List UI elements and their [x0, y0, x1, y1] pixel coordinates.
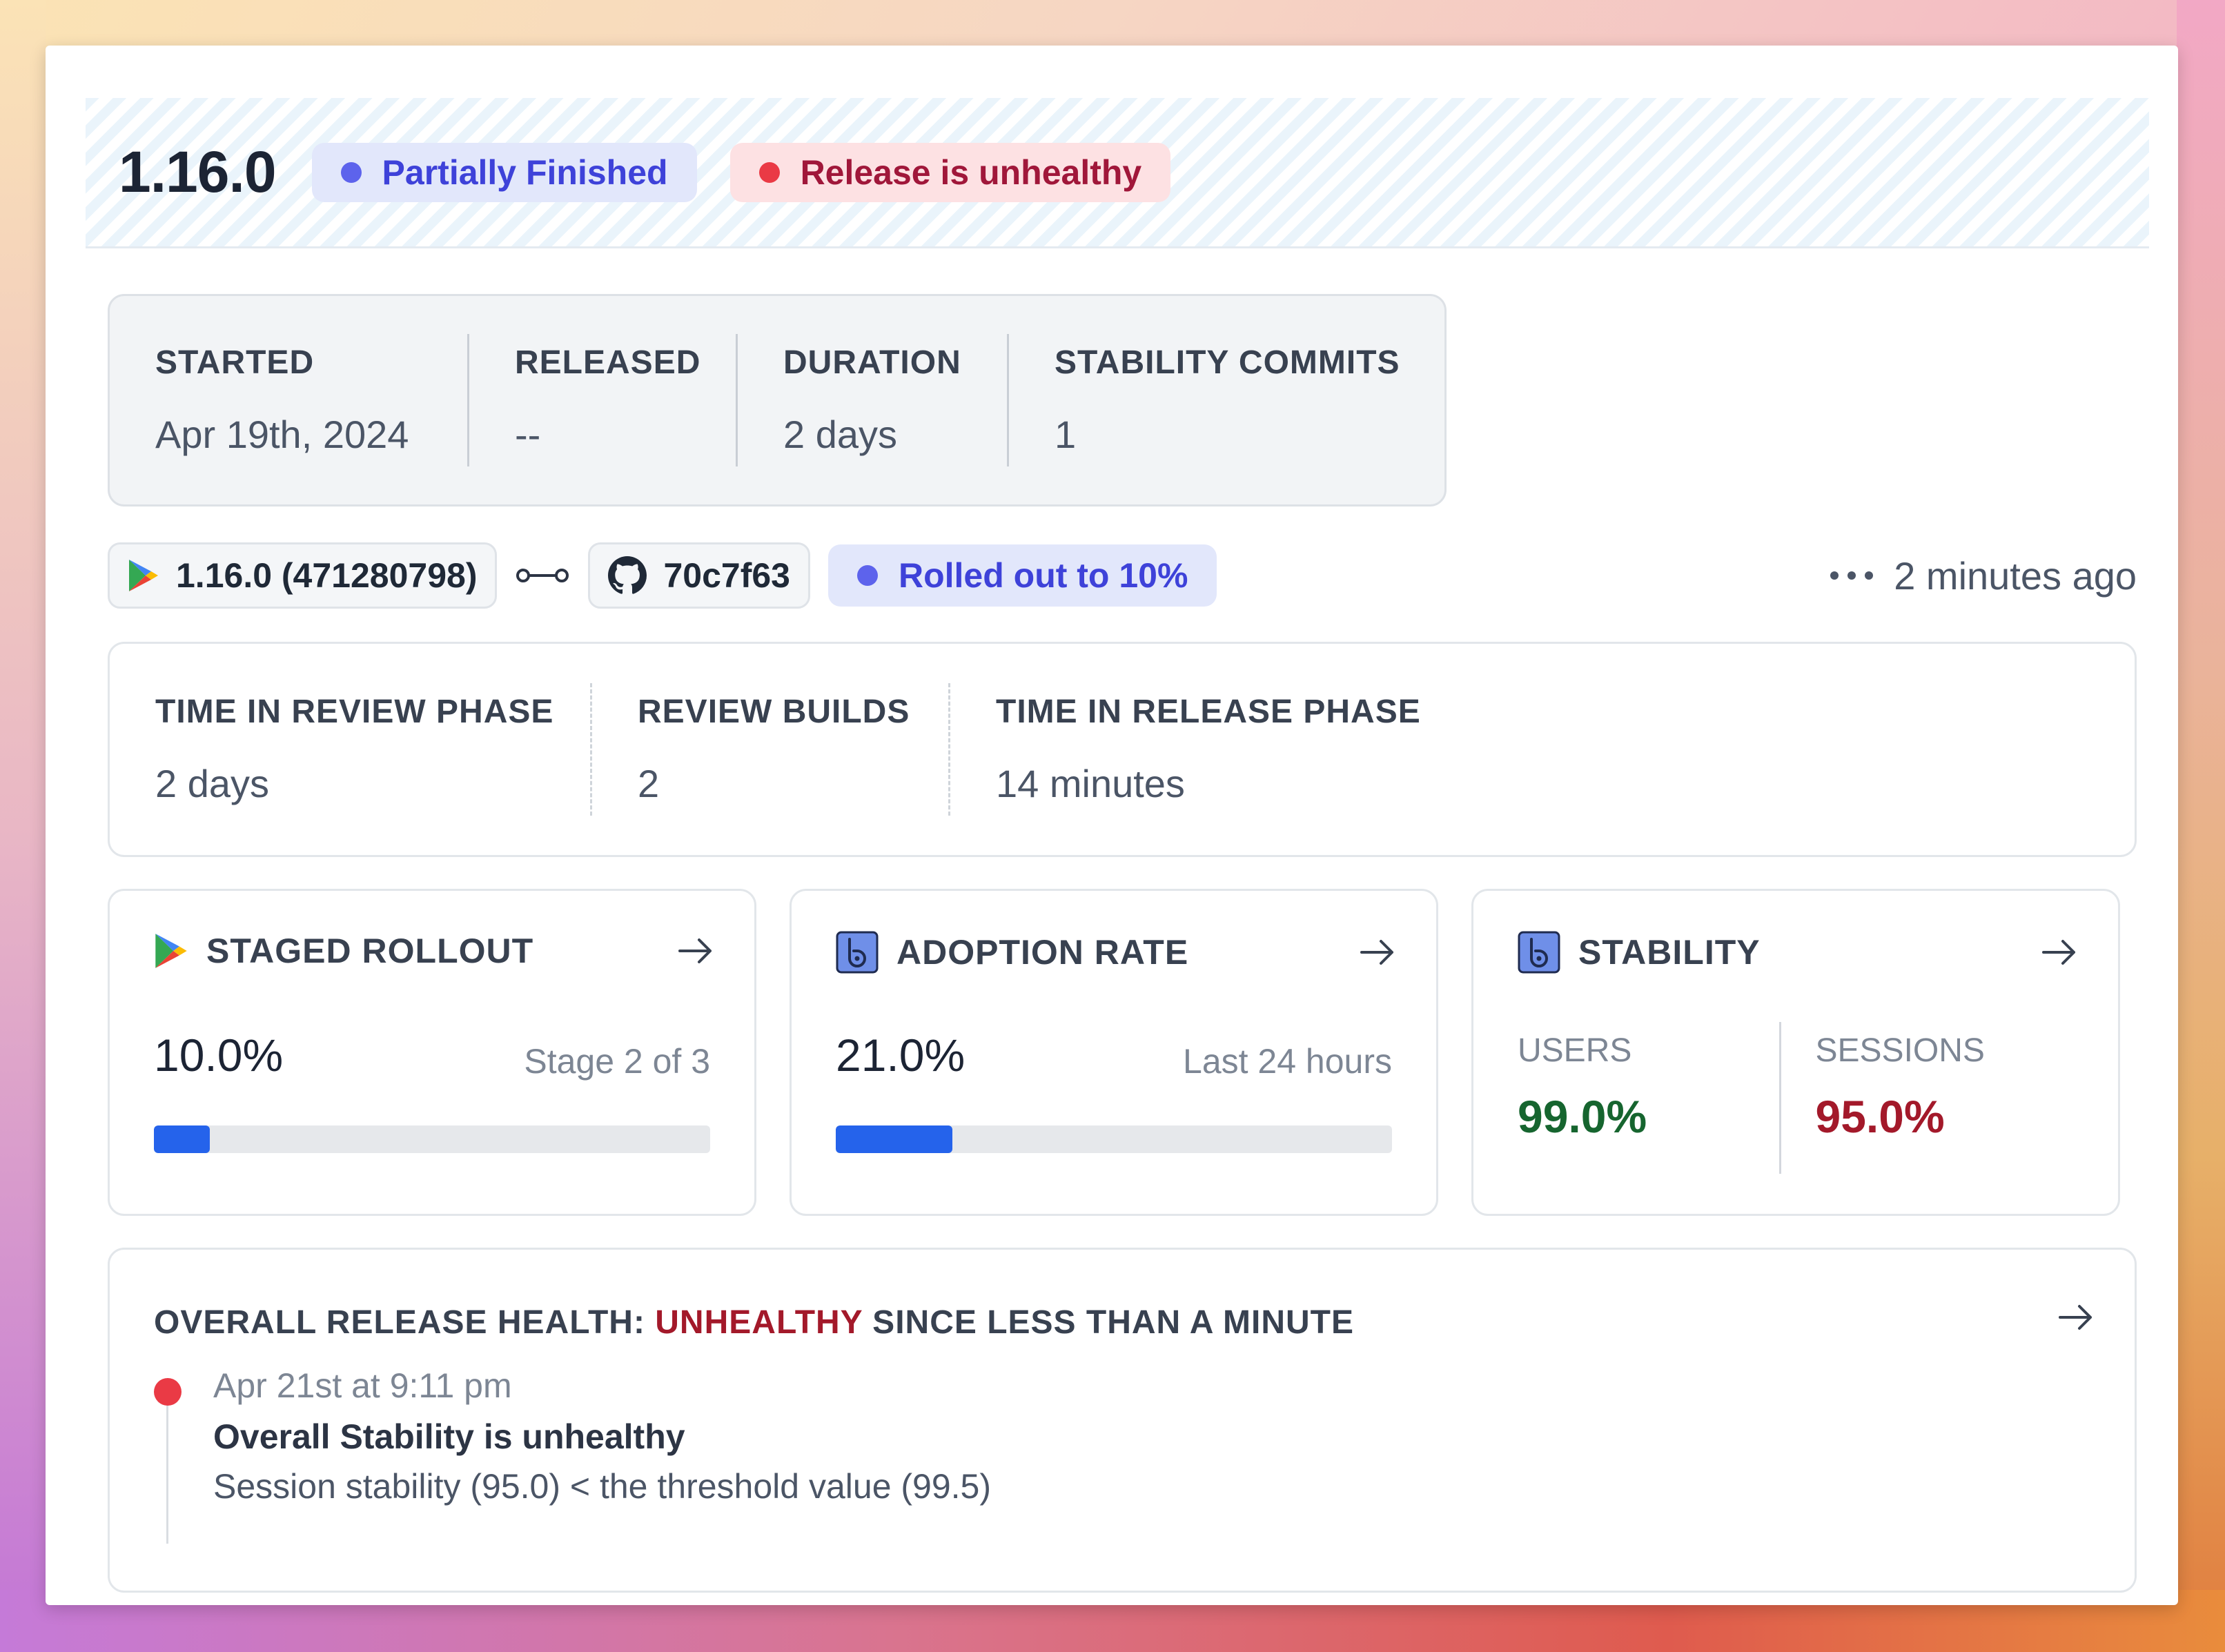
- event-detail: Session stability (95.0) < the threshold…: [213, 1467, 992, 1506]
- divider: [1778, 1022, 1781, 1174]
- arrow-right-icon[interactable]: [2059, 1304, 2093, 1331]
- health-badge: Release is unhealthy: [729, 142, 1171, 202]
- rollout-progress-fill: [154, 1125, 210, 1153]
- rollout-percentage: 10.0%: [154, 1030, 284, 1081]
- card-title: STABILITY: [1578, 933, 1761, 972]
- release-card: 1.16.0 Partially Finished Release is unh…: [46, 46, 2178, 1605]
- phase-value: 14 minutes: [996, 762, 1185, 805]
- divider: [590, 683, 592, 816]
- event-time: Apr 21st at 9:11 pm: [213, 1366, 512, 1405]
- release-header: 1.16.0 Partially Finished Release is unh…: [86, 98, 2149, 248]
- phase-review-time: TIME IN REVIEW PHASE 2 days: [155, 683, 590, 816]
- phase-label: TIME IN REVIEW PHASE: [155, 694, 554, 730]
- health-badge-label: Release is unhealthy: [800, 153, 1142, 192]
- divider: [736, 334, 738, 466]
- stability-users: USERS 99.0%: [1518, 1022, 1779, 1174]
- card-title: ADOPTION RATE: [896, 933, 1189, 972]
- health-title-status: UNHEALTHY: [655, 1304, 863, 1341]
- release-stats: STARTED Apr 19th, 2024 RELEASED -- DURAT…: [108, 294, 1447, 507]
- arrow-right-icon[interactable]: [1360, 938, 1395, 966]
- more-icon[interactable]: [1829, 570, 1874, 581]
- play-store-build-chip[interactable]: 1.16.0 (471280798): [108, 542, 498, 609]
- build-row: 1.16.0 (471280798) 70c7f63 Rolled out to…: [108, 542, 2137, 609]
- rollout-progress-bar: [154, 1125, 710, 1153]
- timeline-line: [166, 1388, 168, 1544]
- stat-value: Apr 19th, 2024: [155, 413, 409, 456]
- phase-value: 2: [638, 762, 660, 805]
- phase-value: 2 days: [155, 762, 269, 805]
- adoption-progress-fill: [836, 1125, 953, 1153]
- rollout-badge-label: Rolled out to 10%: [898, 556, 1188, 595]
- background-left: [0, 0, 46, 1652]
- stability-sessions-label: SESSIONS: [1815, 1032, 1985, 1069]
- play-store-icon: [155, 934, 187, 968]
- bugsnag-icon: [836, 931, 879, 974]
- timeline-dot-icon: [154, 1378, 182, 1406]
- adoption-progress-bar: [836, 1125, 1392, 1153]
- play-store-icon: [129, 560, 158, 591]
- card-title: STAGED ROLLOUT: [206, 932, 534, 970]
- release-health-panel[interactable]: OVERALL RELEASE HEALTH: UNHEALTHY SINCE …: [108, 1248, 2137, 1593]
- stability-users-value: 99.0%: [1518, 1091, 1647, 1142]
- health-title-prefix: OVERALL RELEASE HEALTH:: [154, 1304, 645, 1341]
- github-icon: [608, 556, 647, 594]
- adoption-rate-card[interactable]: ADOPTION RATE 21.0% Last 24 hours: [790, 889, 1438, 1216]
- divider: [948, 683, 950, 816]
- stability-sessions-value: 95.0%: [1815, 1091, 1945, 1142]
- stability-metrics: USERS 99.0% SESSIONS 95.0%: [1518, 1022, 2077, 1174]
- health-title-suffix: SINCE LESS THAN A MINUTE: [872, 1304, 1354, 1341]
- rollout-dot-icon: [856, 565, 878, 586]
- stat-value: 2 days: [783, 413, 897, 456]
- phase-release-time: TIME IN RELEASE PHASE 14 minutes: [950, 683, 1421, 816]
- card-header: STABILITY: [1518, 931, 2077, 974]
- card-header: ADOPTION RATE: [836, 931, 1395, 974]
- bugsnag-icon: [1518, 931, 1560, 974]
- phase-label: TIME IN RELEASE PHASE: [996, 694, 1421, 730]
- background-right: [2177, 0, 2225, 1652]
- commit-chip[interactable]: 70c7f63: [588, 542, 810, 609]
- stat-released: RELEASED --: [469, 334, 736, 466]
- phase-label: REVIEW BUILDS: [638, 694, 910, 730]
- stat-label: STARTED: [155, 344, 315, 381]
- adoption-percentage: 21.0%: [836, 1030, 966, 1081]
- stat-duration: DURATION 2 days: [738, 334, 1007, 466]
- rollout-badge: Rolled out to 10%: [827, 544, 1217, 607]
- last-updated: 2 minutes ago: [1829, 553, 2137, 598]
- stability-card[interactable]: STABILITY USERS 99.0% SESSIONS 95.0%: [1471, 889, 2120, 1216]
- stat-label: RELEASED: [515, 344, 701, 381]
- stat-value: --: [515, 413, 541, 456]
- adoption-window: Last 24 hours: [1183, 1042, 1392, 1081]
- arrow-right-icon[interactable]: [678, 937, 713, 965]
- link-icon: [516, 569, 569, 582]
- arrow-right-icon[interactable]: [2042, 938, 2077, 966]
- stat-label: DURATION: [783, 344, 961, 381]
- divider: [1007, 334, 1009, 466]
- stat-stability-commits: STABILITY COMMITS 1: [1009, 334, 1400, 466]
- health-dot-icon: [758, 161, 780, 183]
- stability-users-label: USERS: [1518, 1032, 1632, 1069]
- rollout-stage: Stage 2 of 3: [524, 1042, 710, 1081]
- divider: [467, 334, 469, 466]
- stability-sessions: SESSIONS 95.0%: [1816, 1022, 2077, 1174]
- event-title: Overall Stability is unhealthy: [213, 1417, 685, 1456]
- status-badge-label: Partially Finished: [382, 153, 668, 192]
- stat-value: 1: [1055, 413, 1077, 456]
- staged-rollout-card[interactable]: STAGED ROLLOUT 10.0% Stage 2 of 3: [108, 889, 756, 1216]
- status-badge: Partially Finished: [311, 142, 697, 202]
- phase-review-builds: REVIEW BUILDS 2: [592, 683, 948, 816]
- phase-stats: TIME IN REVIEW PHASE 2 days REVIEW BUILD…: [108, 642, 2137, 857]
- stat-label: STABILITY COMMITS: [1055, 344, 1400, 381]
- status-dot-icon: [340, 161, 362, 183]
- stat-started: STARTED Apr 19th, 2024: [155, 334, 467, 466]
- health-title: OVERALL RELEASE HEALTH: UNHEALTHY SINCE …: [154, 1304, 1354, 1341]
- card-header: STAGED ROLLOUT: [154, 931, 713, 971]
- commit-hash: 70c7f63: [663, 556, 790, 595]
- release-version: 1.16.0: [119, 139, 277, 204]
- build-label: 1.16.0 (471280798): [176, 556, 478, 595]
- last-updated-text: 2 minutes ago: [1894, 553, 2137, 598]
